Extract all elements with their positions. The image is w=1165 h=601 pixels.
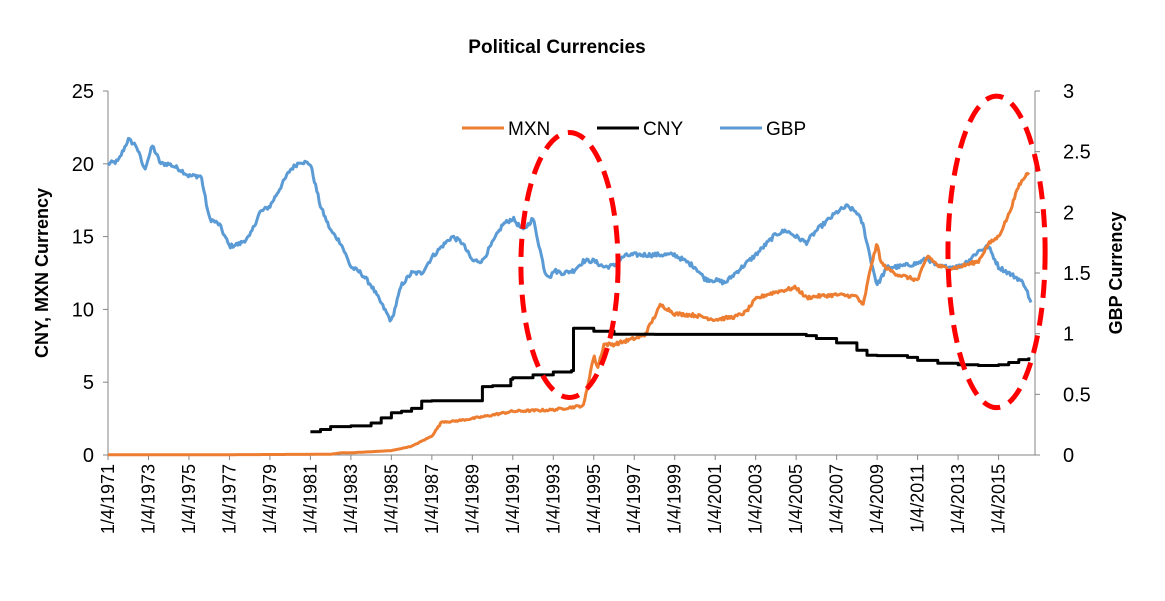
series-line-cny	[310, 326, 1031, 434]
x-tick-label: 1/4/2015	[989, 464, 1009, 534]
x-tick-label: 1/4/1971	[98, 464, 118, 534]
legend-label-mxn: MXN	[508, 119, 550, 140]
legend-label-cny: CNY	[643, 119, 683, 140]
x-tick-label: 1/4/2003	[746, 464, 766, 534]
highlight-ellipse-2	[945, 93, 1048, 411]
x-tick-label: 1/4/1987	[422, 464, 442, 534]
annotation-layer	[518, 93, 1048, 411]
y-axis-right-label: GBP Currency	[1106, 212, 1126, 335]
y-right-tick-label: 0	[1063, 445, 1074, 467]
x-tick-label: 1/4/2013	[948, 464, 968, 534]
series-line-gbp	[106, 136, 1033, 323]
x-tick-label: 1/4/1997	[624, 464, 644, 534]
x-tick-label: 1/4/1985	[381, 464, 401, 534]
y-left-tick-label: 25	[72, 81, 94, 103]
x-tick-label: 1/4/1977	[219, 464, 239, 534]
y-left-tick-label: 15	[72, 227, 94, 249]
chart-title: Political Currencies	[468, 37, 645, 58]
x-tick-label: 1/4/2009	[867, 464, 887, 534]
highlight-ellipse-1	[518, 129, 621, 400]
legend-label-gbp: GBP	[766, 119, 806, 140]
x-tick-label: 1/4/2011	[908, 464, 928, 533]
y-axis-left-label: CNY, MXN Currency	[32, 188, 52, 358]
y-right-tick-label: 1.5	[1063, 263, 1091, 285]
x-tick-label: 1/4/1993	[543, 464, 563, 534]
x-tick-label: 1/4/2001	[705, 464, 725, 534]
y-left-tick-label: 5	[83, 372, 94, 394]
x-tick-label: 1/4/1995	[584, 464, 604, 534]
x-tick-label: 1/4/1989	[462, 464, 482, 534]
y-left-tick-label: 10	[72, 299, 94, 321]
x-tick-label: 1/4/2007	[827, 464, 847, 534]
x-tick-label: 1/4/1981	[300, 464, 320, 534]
y-right-tick-label: 2	[1063, 202, 1074, 224]
x-tick-label: 1/4/1975	[179, 464, 199, 534]
x-tick-label: 1/4/1983	[341, 464, 361, 534]
y-left-tick-label: 20	[72, 154, 94, 176]
y-right-tick-label: 1	[1063, 324, 1074, 346]
series-line-mxn	[107, 171, 1031, 457]
x-tick-label: 1/4/1973	[138, 464, 158, 534]
x-tick-label: 1/4/1979	[260, 464, 280, 534]
x-tick-label: 1/4/1999	[665, 464, 685, 534]
y-right-tick-label: 3	[1063, 81, 1074, 103]
legend: MXN CNY GBP	[462, 119, 806, 140]
y-right-tick-label: 2.5	[1063, 142, 1091, 164]
series-layer	[106, 136, 1033, 457]
x-tick-label: 1/4/2005	[786, 464, 806, 534]
x-tick-label: 1/4/1991	[503, 464, 523, 534]
y-left-tick-label: 0	[83, 445, 94, 467]
axes-layer: 0 5 10 15 20 25 0 0.5 1 1.5 2 2.5 3 1/4/1971 1/4/1973 1…	[72, 81, 1091, 534]
y-right-tick-label: 0.5	[1063, 384, 1091, 406]
